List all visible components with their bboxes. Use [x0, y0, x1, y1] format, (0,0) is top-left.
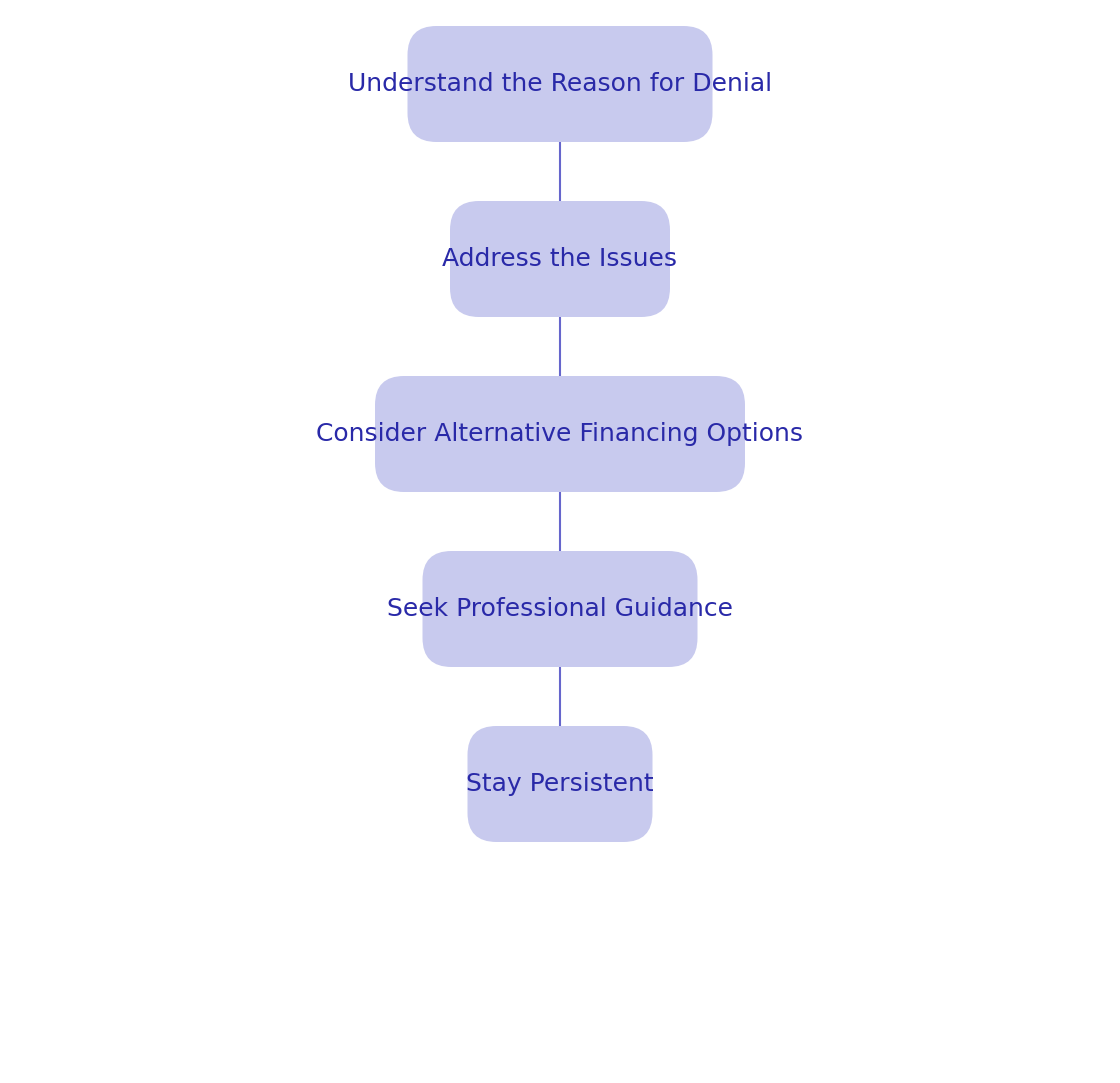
Text: Seek Professional Guidance: Seek Professional Guidance: [388, 597, 732, 621]
Text: Consider Alternative Financing Options: Consider Alternative Financing Options: [317, 422, 803, 446]
FancyBboxPatch shape: [467, 726, 653, 841]
Text: Understand the Reason for Denial: Understand the Reason for Denial: [348, 71, 772, 96]
FancyBboxPatch shape: [422, 551, 698, 667]
Text: Stay Persistent: Stay Persistent: [466, 772, 654, 796]
FancyBboxPatch shape: [450, 201, 670, 317]
FancyBboxPatch shape: [408, 26, 712, 142]
FancyBboxPatch shape: [375, 376, 745, 492]
Text: Address the Issues: Address the Issues: [442, 247, 678, 271]
